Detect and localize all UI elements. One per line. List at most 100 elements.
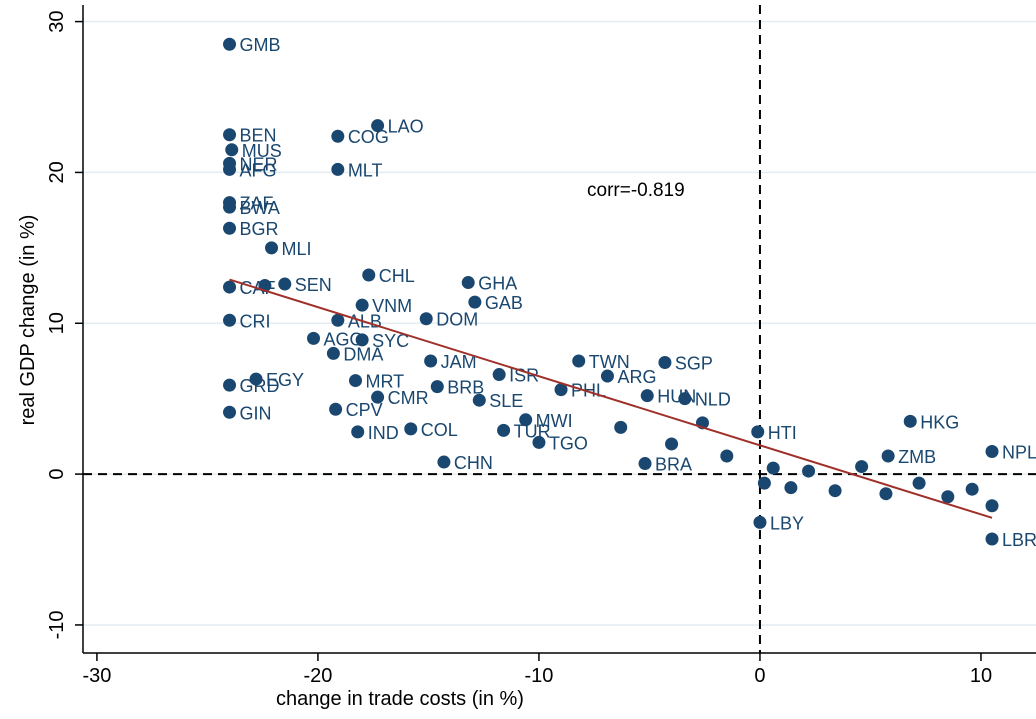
point xyxy=(461,276,475,290)
point-label: CHN xyxy=(454,453,493,473)
point-label: CPV xyxy=(346,400,383,420)
point-label: TUR xyxy=(514,421,551,441)
point xyxy=(331,313,345,327)
point xyxy=(665,437,679,451)
point xyxy=(965,482,979,496)
point-label: TGO xyxy=(549,433,588,453)
point-label: ISR xyxy=(509,366,539,386)
point-label: MWI xyxy=(536,411,573,431)
point-label: LAO xyxy=(388,117,424,137)
point xyxy=(249,372,263,386)
point-label: GRD xyxy=(240,376,280,396)
x-tick-label: 10 xyxy=(970,665,992,687)
point-label: BRA xyxy=(655,455,692,475)
point-label: BGR xyxy=(240,219,279,239)
point xyxy=(424,354,438,368)
point xyxy=(223,405,237,419)
point xyxy=(468,295,482,309)
point-label: ZAF xyxy=(240,194,274,214)
point-label: SYC xyxy=(372,331,409,351)
point xyxy=(362,268,376,282)
point xyxy=(419,312,433,326)
point xyxy=(658,355,672,369)
point-label: MRT xyxy=(366,372,405,392)
point xyxy=(223,37,237,51)
point-label: SGP xyxy=(675,353,713,373)
point-label: DOM xyxy=(436,310,478,330)
point-label: PHL xyxy=(571,381,606,401)
point-label: NLD xyxy=(695,390,731,410)
point-label: CRI xyxy=(240,311,271,331)
y-tick-label: 20 xyxy=(46,161,68,183)
point-label: HTI xyxy=(768,423,797,443)
point-label: CMR xyxy=(388,388,429,408)
point-label: GMB xyxy=(240,35,281,55)
point-label: SLE xyxy=(489,391,523,411)
point xyxy=(828,484,842,498)
point-label: CHL xyxy=(379,266,415,286)
point xyxy=(331,129,345,143)
point-label: COG xyxy=(348,127,389,147)
point xyxy=(329,402,343,416)
point-label: GAB xyxy=(485,293,523,313)
point xyxy=(371,119,385,133)
point xyxy=(404,422,418,436)
point-label: HKG xyxy=(920,412,959,432)
point-label: ZMB xyxy=(898,447,936,467)
point xyxy=(307,331,321,345)
point xyxy=(265,241,279,255)
point-label: DMA xyxy=(343,344,383,364)
point-label: SEN xyxy=(295,275,332,295)
point-label: TWN xyxy=(589,352,630,372)
point-label: BWA xyxy=(240,198,280,218)
point xyxy=(355,298,369,312)
point xyxy=(600,369,614,383)
point xyxy=(678,392,692,406)
point xyxy=(855,460,869,474)
x-axis-title: change in trade costs (in %) xyxy=(276,688,524,710)
point xyxy=(492,368,506,382)
x-tick-label: -10 xyxy=(524,665,553,687)
point xyxy=(720,449,734,463)
annotation: corr=-0.819 xyxy=(587,180,685,201)
y-axis-title: real GDP change (in %) xyxy=(17,215,39,426)
point-label: VNM xyxy=(372,296,412,316)
point-label: ARG xyxy=(617,367,656,387)
x-tick-label: -30 xyxy=(82,665,111,687)
point xyxy=(640,389,654,403)
y-tick-label: 30 xyxy=(46,10,68,32)
point xyxy=(472,393,486,407)
point xyxy=(751,425,765,439)
point xyxy=(532,435,546,449)
point xyxy=(903,414,917,428)
y-tick-label: 10 xyxy=(46,312,68,334)
point-label: LBY xyxy=(770,513,804,533)
point-label: JAM xyxy=(441,352,477,372)
point xyxy=(614,420,628,434)
point xyxy=(278,277,292,291)
point-label: GHA xyxy=(478,274,517,294)
point-label: LBR xyxy=(1002,530,1036,550)
x-tick-label: -20 xyxy=(303,665,332,687)
point-label: NER xyxy=(240,154,278,174)
point xyxy=(519,413,533,427)
point-label: BRB xyxy=(447,378,484,398)
point xyxy=(326,346,340,360)
y-tick-label: -10 xyxy=(46,610,68,639)
point-label: MUS xyxy=(242,141,282,161)
point xyxy=(223,162,237,176)
point xyxy=(223,221,237,235)
point xyxy=(351,425,365,439)
point xyxy=(766,461,780,475)
point xyxy=(223,200,237,214)
y-tick-label: 0 xyxy=(46,469,68,480)
point-label: HUN xyxy=(657,387,696,407)
point xyxy=(331,162,345,176)
point xyxy=(912,476,926,490)
point xyxy=(802,464,816,478)
point xyxy=(985,444,999,458)
point xyxy=(497,423,511,437)
point xyxy=(879,487,893,501)
point-label: NPL xyxy=(1002,442,1036,462)
